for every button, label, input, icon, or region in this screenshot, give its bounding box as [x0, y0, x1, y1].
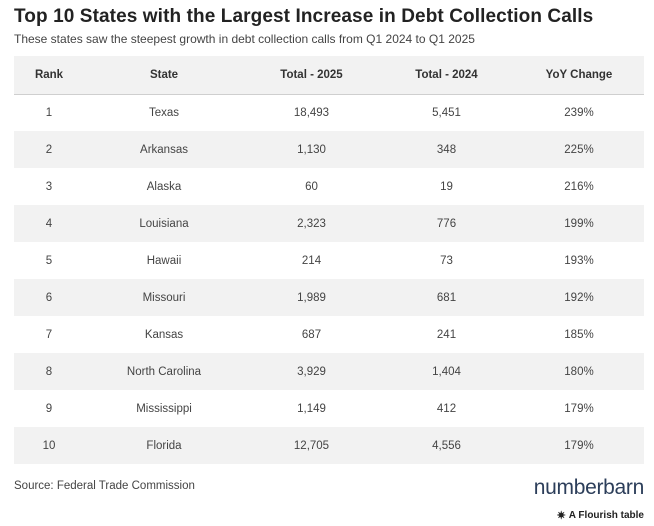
cell-state: Missouri: [142, 291, 186, 304]
cell-yoy-change: 199%: [564, 217, 594, 230]
cell-rank: 2: [45, 143, 53, 156]
cell-state: Mississippi: [136, 402, 192, 415]
header-row: Rank State Total - 2025 Total - 2024 YoY Cha…: [14, 56, 644, 95]
cell-rank: 10: [42, 439, 56, 452]
column-header-state: State: [84, 56, 244, 95]
cell-total-2025: 687: [301, 328, 322, 341]
table-row: 5 Hawaii 214 73 193%: [14, 242, 644, 279]
cell-total-2024: 776: [436, 217, 457, 230]
flourish-credit-link[interactable]: ✷ A Flourish table: [557, 510, 644, 521]
cell-state: North Carolina: [126, 365, 202, 378]
table-body: 1 Texas 18,493 5,451 239% 2 Arkansas 1,130 348 22…: [14, 94, 644, 464]
data-table: Rank State Total - 2025 Total - 2024 YoY Cha…: [14, 56, 644, 464]
cell-rank: 3: [45, 180, 53, 193]
cell-total-2025: 60: [305, 180, 318, 193]
cell-yoy-change: 192%: [564, 291, 594, 304]
source-note: Source: Federal Trade Commission: [14, 480, 195, 492]
cell-total-2025: 1,149: [297, 402, 326, 415]
cell-rank: 1: [45, 106, 53, 119]
cell-total-2025: 2,323: [297, 217, 326, 230]
cell-total-2025: 1,989: [297, 291, 326, 304]
cell-state: Kansas: [144, 328, 184, 341]
chart-subtitle: These states saw the steepest growth in …: [14, 32, 475, 46]
cell-total-2024: 681: [436, 291, 457, 304]
table-row: 6 Missouri 1,989 681 192%: [14, 279, 644, 316]
cell-state: Alaska: [146, 180, 182, 193]
chart-title: Top 10 States with the Largest Increase …: [14, 6, 594, 27]
cell-total-2025: 18,493: [293, 106, 330, 119]
cell-yoy-change: 179%: [564, 402, 594, 415]
column-header-total-2024: Total - 2024: [379, 56, 514, 95]
cell-rank: 4: [45, 217, 53, 230]
table-row: 4 Louisiana 2,323 776 199%: [14, 205, 644, 242]
cell-rank: 5: [45, 254, 53, 267]
table-row: 7 Kansas 687 241 185%: [14, 316, 644, 353]
table-row: 10 Florida 12,705 4,556 179%: [14, 427, 644, 464]
cell-total-2025: 3,929: [297, 365, 326, 378]
cell-rank: 9: [45, 402, 53, 415]
cell-total-2024: 1,404: [432, 365, 461, 378]
table-row: 3 Alaska 60 19 216%: [14, 168, 644, 205]
cell-total-2025: 214: [301, 254, 322, 267]
cell-yoy-change: 225%: [564, 143, 594, 156]
cell-total-2024: 241: [436, 328, 457, 341]
cell-total-2024: 348: [436, 143, 457, 156]
numberbarn-logo: numberbarn: [533, 476, 645, 499]
flourish-star-icon: ✷: [556, 509, 566, 522]
column-header-rank: Rank: [14, 56, 84, 95]
cell-total-2024: 19: [440, 180, 453, 193]
cell-state: Hawaii: [146, 254, 182, 267]
cell-yoy-change: 216%: [564, 180, 594, 193]
column-header-yoy-change: YoY Change: [514, 56, 644, 95]
cell-rank: 6: [45, 291, 53, 304]
cell-state: Florida: [146, 439, 182, 452]
cell-yoy-change: 193%: [564, 254, 594, 267]
cell-yoy-change: 179%: [564, 439, 594, 452]
cell-yoy-change: 180%: [564, 365, 594, 378]
cell-state: Arkansas: [140, 143, 188, 156]
cell-state: Louisiana: [139, 217, 189, 230]
table-row: 1 Texas 18,493 5,451 239%: [14, 94, 644, 131]
cell-state: Texas: [148, 106, 180, 119]
table-row: 9 Mississippi 1,149 412 179%: [14, 390, 644, 427]
cell-total-2025: 1,130: [297, 143, 326, 156]
cell-yoy-change: 185%: [564, 328, 594, 341]
cell-rank: 8: [45, 365, 53, 378]
flourish-credit-text: A Flourish table: [568, 510, 644, 521]
cell-total-2024: 412: [436, 402, 457, 415]
table-row: 2 Arkansas 1,130 348 225%: [14, 131, 644, 168]
table-row: 8 North Carolina 3,929 1,404 180%: [14, 353, 644, 390]
cell-total-2025: 12,705: [293, 439, 330, 452]
cell-total-2024: 5,451: [432, 106, 461, 119]
cell-yoy-change: 239%: [564, 106, 594, 119]
cell-total-2024: 73: [440, 254, 453, 267]
cell-rank: 7: [45, 328, 53, 341]
cell-total-2024: 4,556: [432, 439, 461, 452]
column-header-total-2025: Total - 2025: [244, 56, 379, 95]
